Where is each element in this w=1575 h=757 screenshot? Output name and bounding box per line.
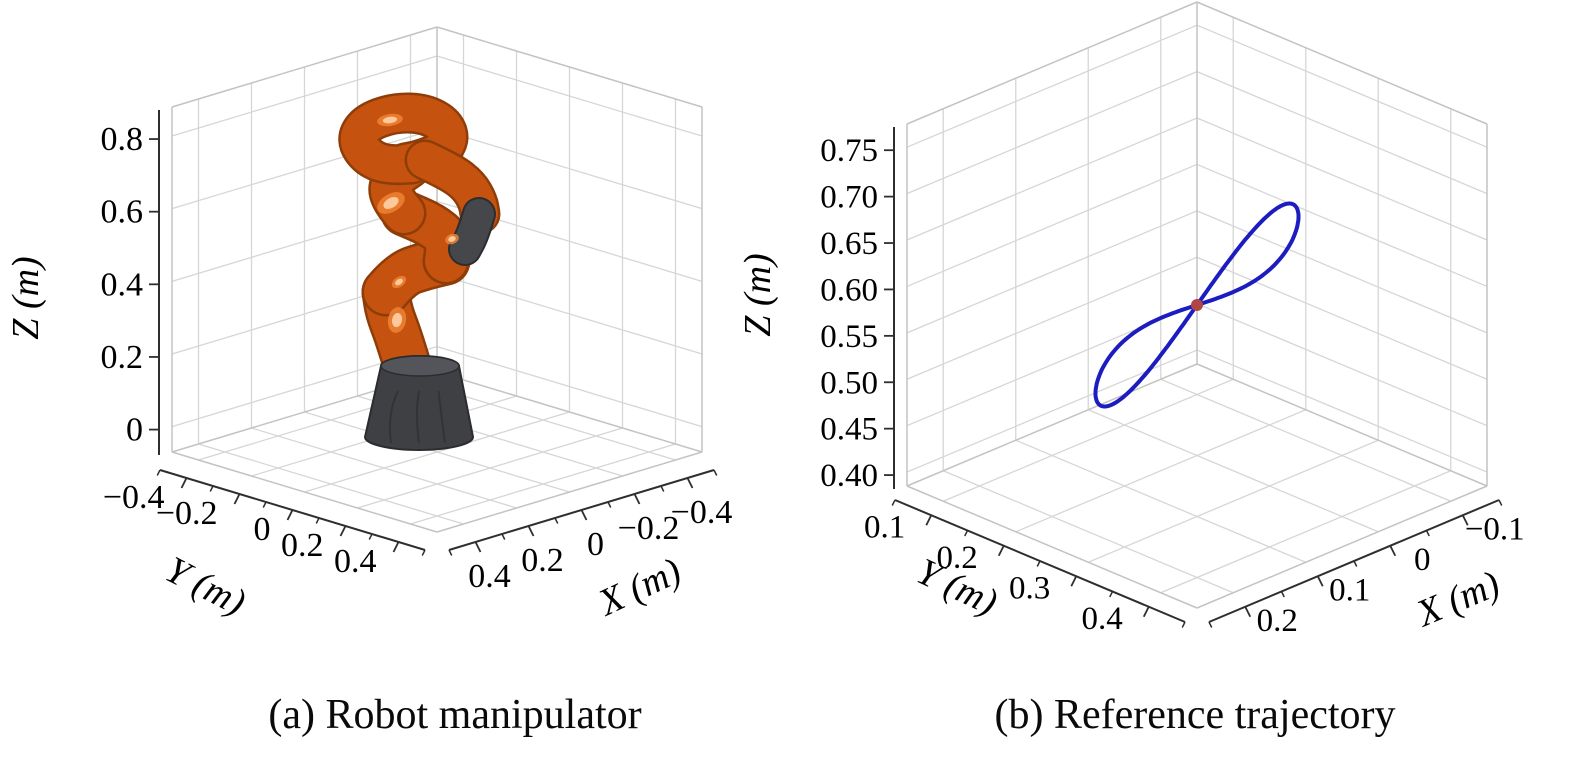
plot-a-robot-manipulator: −0.4−0.2 0 0.2 0.4−0.4−0.200.20.400.20.40.6… <box>5 26 733 625</box>
x-tick-label: 0 <box>1414 542 1431 578</box>
z-axis-title: Z (m) <box>5 256 47 339</box>
y-tick-label: 0.2 <box>937 540 978 576</box>
y-tick-label: −0.4 <box>103 479 165 516</box>
x-tick-label: −0.2 <box>618 510 680 547</box>
z-tick-label: 0.45 <box>820 412 878 448</box>
robot-highlights <box>377 113 459 333</box>
robot-base <box>363 355 475 451</box>
y-tick-label: 0.4 <box>334 543 377 580</box>
y-axis-ruler: −0.4−0.2 0 0.2 0.4 <box>103 469 426 580</box>
y-tick-label: −0.2 <box>156 495 218 532</box>
caption-b: (b) Reference trajectory <box>994 692 1395 738</box>
x-axis-ruler: 0.2 0.1 0 −0.1 <box>1208 499 1525 639</box>
z-tick-label: 0.2 <box>101 339 144 376</box>
end-effector <box>448 197 496 266</box>
y-axis-title: Y (m) <box>159 549 252 624</box>
x-axis-ruler: −0.4−0.2 0 0.2 0.4 <box>448 469 733 595</box>
z-axis-ruler: 0.40 0.45 0.50 0.55 0.60 0.65 0.70 0.75 <box>820 127 895 494</box>
x-axis-title: X (m) <box>591 550 688 625</box>
y-tick-label: 0.4 <box>1082 601 1123 637</box>
crossing-point-marker <box>1191 299 1203 311</box>
y-tick-label: 0.3 <box>1009 570 1050 606</box>
y-tick-label: 0 <box>254 511 271 548</box>
box-edges <box>171 26 703 533</box>
x-tick-label: 0 <box>587 526 604 563</box>
x-tick-label: 0.2 <box>521 542 564 579</box>
y-tick-label: 0.1 <box>864 509 905 545</box>
z-tick-label: 0.65 <box>820 226 878 262</box>
z-tick-label: 0.8 <box>101 121 144 158</box>
z-tick-label: 0.6 <box>101 194 144 231</box>
z-tick-label: 0.55 <box>820 319 878 355</box>
y-axis-ruler: 0.1 0.2 0.3 0.4 <box>864 499 1186 637</box>
z-axis-title: Z (m) <box>737 253 779 336</box>
z-tick-label: 0.75 <box>820 133 878 169</box>
z-axis-ruler: 0 0.2 0.4 0.6 0.8 <box>101 110 160 455</box>
x-tick-label: 0.1 <box>1329 572 1370 608</box>
z-tick-label: 0.50 <box>820 365 878 401</box>
y-tick-label: 0.2 <box>281 527 324 564</box>
z-tick-label: 0.4 <box>101 266 144 303</box>
plot-b-reference-trajectory: 0.10.20.30.4 0.20.10−0.10.400.450.500.550… <box>737 1 1525 639</box>
x-tick-label: 0.2 <box>1257 603 1298 639</box>
x-tick-label: −0.4 <box>671 494 733 531</box>
z-tick-label: 0.70 <box>820 180 878 216</box>
x-tick-label: −0.1 <box>1465 511 1525 547</box>
caption-a: (a) Robot manipulator <box>268 692 641 738</box>
z-tick-label: 0 <box>126 412 143 449</box>
z-tick-label: 0.60 <box>820 272 878 308</box>
z-tick-label: 0.40 <box>820 458 878 494</box>
reference-trajectory <box>1093 201 1301 409</box>
x-tick-label: 0.4 <box>468 558 511 595</box>
